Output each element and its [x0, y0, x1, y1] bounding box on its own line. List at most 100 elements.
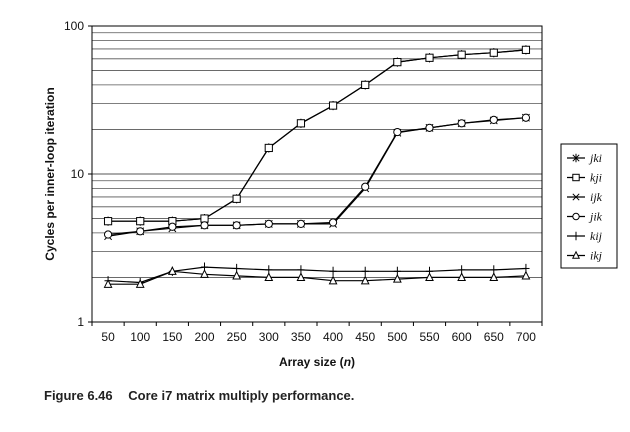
legend-item-jki: jki [567, 151, 602, 165]
data-point-jik [200, 221, 209, 230]
x-tick-label: 100 [130, 330, 150, 344]
data-point-ikj [521, 270, 531, 280]
series-jki [104, 45, 530, 226]
data-point-ikj [328, 275, 338, 285]
data-point-kji [103, 217, 113, 226]
data-point-kji [232, 194, 241, 203]
data-point-ikj [392, 273, 402, 283]
y-tick-labels: 1 10 100 [64, 19, 92, 329]
data-point-kji [521, 45, 531, 54]
asterisk-marker [572, 153, 580, 163]
data-point-kji [200, 214, 209, 223]
data-point-kji [296, 119, 306, 128]
y-tick-label: 100 [64, 19, 84, 33]
data-point-kji [425, 53, 434, 62]
x-axis-title-var: n [344, 355, 351, 369]
x-tick-label: 450 [355, 330, 375, 344]
series-line-jik [108, 117, 526, 236]
data-point-ikj [489, 272, 499, 282]
figure-caption: Figure 6.46 Core i7 matrix multiply perf… [44, 388, 354, 403]
square-marker [572, 173, 580, 182]
data-point-jik [168, 222, 177, 231]
data-point-ikj [360, 275, 370, 285]
series-ikj [103, 266, 531, 288]
x-tick-label: 550 [419, 330, 439, 344]
data-point-jik [425, 123, 434, 132]
data-point-jik [521, 113, 531, 122]
grid-lines [92, 32, 542, 278]
data-point-jik [264, 219, 273, 229]
series-line-ikj [108, 270, 526, 285]
data-point-ikj [296, 272, 306, 282]
x-tick-label: 350 [291, 330, 311, 344]
data-point-jik [103, 230, 113, 239]
legend-label: ikj [590, 249, 603, 263]
x-tick-labels: 50 100 150 200 250 300 350 400 450 500 550 600 650 70… [91, 322, 543, 344]
legend: jki kji ijk jik kij ikj [560, 143, 618, 269]
data-point-jik [232, 221, 241, 230]
data-point-jik [136, 227, 145, 236]
figure-number: Figure 6.46 [44, 388, 113, 403]
data-point-kji [361, 80, 370, 89]
data-point-jik [457, 119, 466, 128]
legend-items: jki kji ijk jik kij ikj [567, 151, 603, 263]
legend-label: jki [588, 151, 602, 165]
data-point-ikj [200, 269, 209, 278]
data-point-jik [361, 182, 370, 191]
legend-item-ijk: ijk [567, 190, 603, 204]
series-line-kji [108, 49, 526, 222]
series-lines [103, 45, 531, 288]
y-axis-title: Cycles per inner-loop iteration [43, 87, 57, 260]
data-point-kji [264, 143, 273, 153]
series-kji [103, 45, 531, 226]
x-marker [572, 193, 580, 201]
data-point-jik [328, 218, 338, 227]
data-point-ikj [167, 266, 177, 275]
series-line-kij [108, 266, 526, 284]
legend-label: ijk [590, 190, 603, 204]
legend-item-kji: kji [567, 171, 602, 185]
legend-label: kji [590, 171, 602, 185]
legend-item-ikj: ikj [567, 249, 603, 263]
x-tick-label: 400 [323, 330, 343, 344]
data-point-ikj [232, 270, 242, 280]
plus-marker [572, 231, 580, 241]
data-point-kji [393, 58, 402, 67]
triangle-marker [571, 250, 581, 259]
legend-item-kij: kij [567, 229, 603, 243]
data-point-jik [296, 219, 306, 229]
legend-box [560, 143, 618, 269]
circle-marker [572, 212, 580, 221]
data-point-ikj [264, 272, 274, 282]
y-tick-label: 1 [77, 315, 84, 329]
x-tick-label: 250 [227, 330, 247, 344]
data-point-kij [361, 266, 369, 276]
data-point-ikj [135, 279, 145, 288]
data-point-kij [329, 266, 337, 276]
legend-label: kij [590, 229, 603, 243]
x-axis-title: Array size (n) [279, 355, 355, 369]
x-axis-title-text: Array size [279, 355, 337, 369]
legend-label: jik [588, 210, 603, 224]
data-point-kji [136, 217, 145, 226]
x-tick-label: 150 [162, 330, 182, 344]
x-tick-label: 500 [387, 330, 407, 344]
data-point-ikj [103, 279, 113, 288]
series-jik [103, 113, 531, 239]
data-point-jik [393, 127, 402, 137]
x-tick-label: 50 [101, 330, 115, 344]
x-axis-title-paren-close: ) [351, 355, 355, 369]
data-point-ikj [425, 272, 434, 282]
legend-item-jik: jik [567, 210, 603, 224]
data-point-kji [457, 50, 466, 59]
x-tick-label: 600 [452, 330, 472, 344]
x-axis-title-paren-open: ( [336, 355, 343, 369]
y-tick-label: 10 [71, 167, 85, 181]
x-tick-label: 300 [259, 330, 279, 344]
data-point-kji [328, 101, 338, 110]
data-point-jik [489, 115, 498, 125]
x-tick-label: 650 [484, 330, 504, 344]
x-tick-label: 200 [194, 330, 214, 344]
data-point-kji [489, 48, 498, 57]
